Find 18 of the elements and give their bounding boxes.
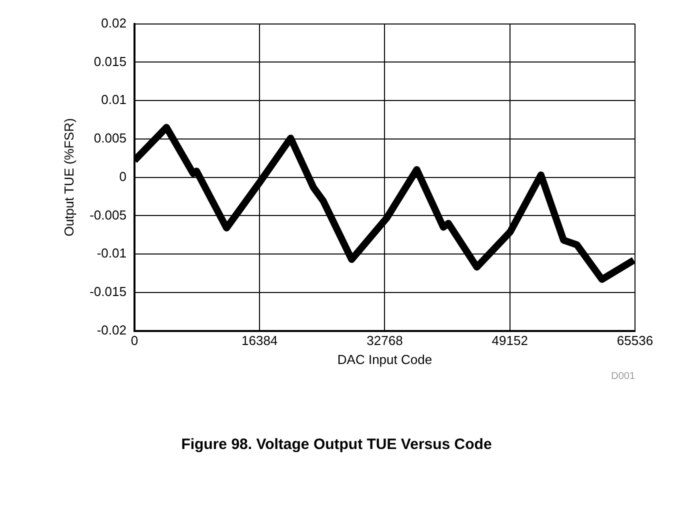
x-tick-label: 65536 — [616, 333, 654, 348]
x-tick-label: 0 — [130, 333, 138, 348]
y-tick-label: -0.015 — [90, 284, 126, 300]
y-tick-label: -0.005 — [90, 207, 126, 222]
x-tick-label: 16384 — [242, 333, 278, 348]
y-tick-label: -0.01 — [96, 246, 126, 261]
text: Figure 98. Voltage Output TUE Versus Code — [180, 436, 493, 453]
y-tick-label: 0.005 — [94, 130, 126, 146]
text: D001 — [611, 370, 636, 382]
y-tick-label: -0.02 — [96, 322, 126, 338]
y-tick-label: 0 — [119, 168, 126, 184]
x-tick-label: 49152 — [492, 333, 528, 348]
y-axis-title: Output TUE (%FSR) — [61, 118, 76, 236]
x-tick-label: 32768 — [366, 333, 403, 348]
y-tick-label: 0.02 — [101, 15, 126, 30]
x-axis-title: DAC Input Code — [337, 352, 432, 367]
y-tick-label: 0.015 — [94, 54, 126, 69]
y-tick-label: 0.01 — [101, 92, 126, 108]
